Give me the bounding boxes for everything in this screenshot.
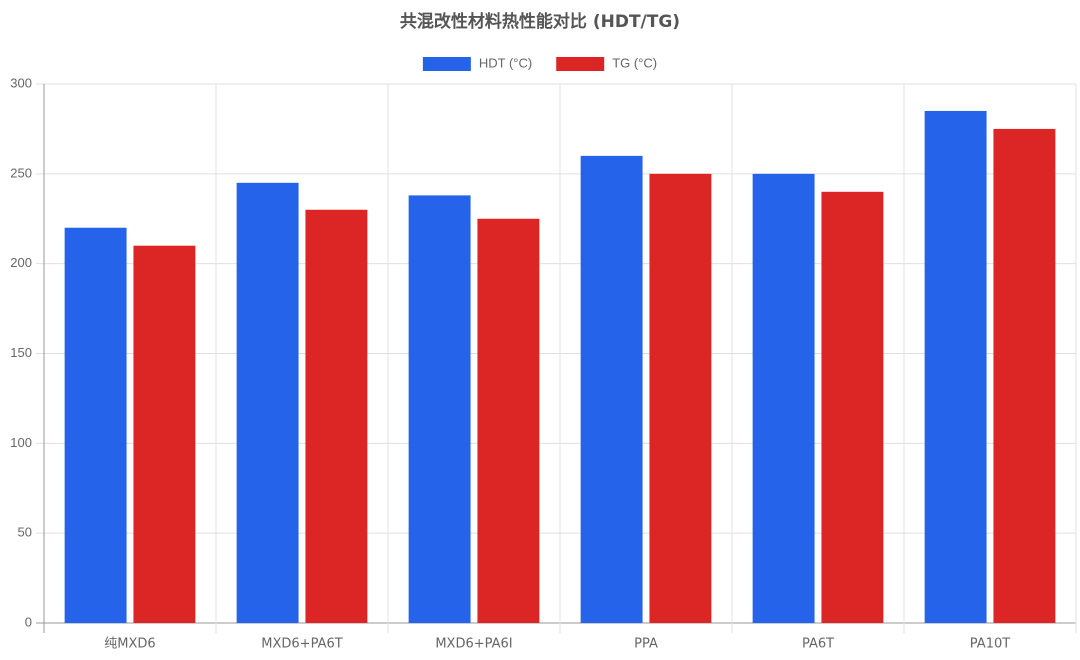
bar bbox=[408, 195, 471, 624]
legend-swatch bbox=[422, 57, 471, 71]
bar bbox=[305, 209, 368, 623]
y-tick-label: 300 bbox=[10, 75, 32, 90]
x-tick-label: PPA bbox=[634, 637, 658, 652]
legend-swatch bbox=[556, 57, 605, 71]
x-tick-label: PA10T bbox=[970, 637, 1010, 652]
y-tick-label: 250 bbox=[10, 165, 32, 180]
y-tick-label: 100 bbox=[10, 435, 32, 450]
legend-label: TG (°C) bbox=[612, 55, 657, 70]
legend-label: HDT (°C) bbox=[479, 55, 532, 70]
bar bbox=[64, 227, 127, 623]
bar bbox=[752, 173, 815, 624]
bar bbox=[993, 128, 1056, 623]
bar bbox=[821, 191, 884, 624]
bar bbox=[477, 218, 540, 623]
y-tick-label: 200 bbox=[10, 255, 32, 270]
y-tick-label: 50 bbox=[18, 525, 32, 540]
bar bbox=[649, 173, 712, 624]
y-tick-label: 0 bbox=[25, 614, 32, 629]
bar bbox=[580, 155, 643, 623]
x-tick-label: MXD6+PA6I bbox=[435, 637, 512, 652]
y-tick-label: 150 bbox=[10, 345, 32, 360]
chart-title: 共混改性材料热性能对比 (HDT/TG) bbox=[400, 11, 680, 32]
bar bbox=[133, 245, 196, 623]
bar bbox=[236, 182, 299, 624]
bar bbox=[924, 110, 987, 623]
x-tick-label: PA6T bbox=[802, 637, 834, 652]
x-tick-label: MXD6+PA6T bbox=[261, 637, 342, 652]
x-tick-label: 纯MXD6 bbox=[104, 637, 155, 652]
